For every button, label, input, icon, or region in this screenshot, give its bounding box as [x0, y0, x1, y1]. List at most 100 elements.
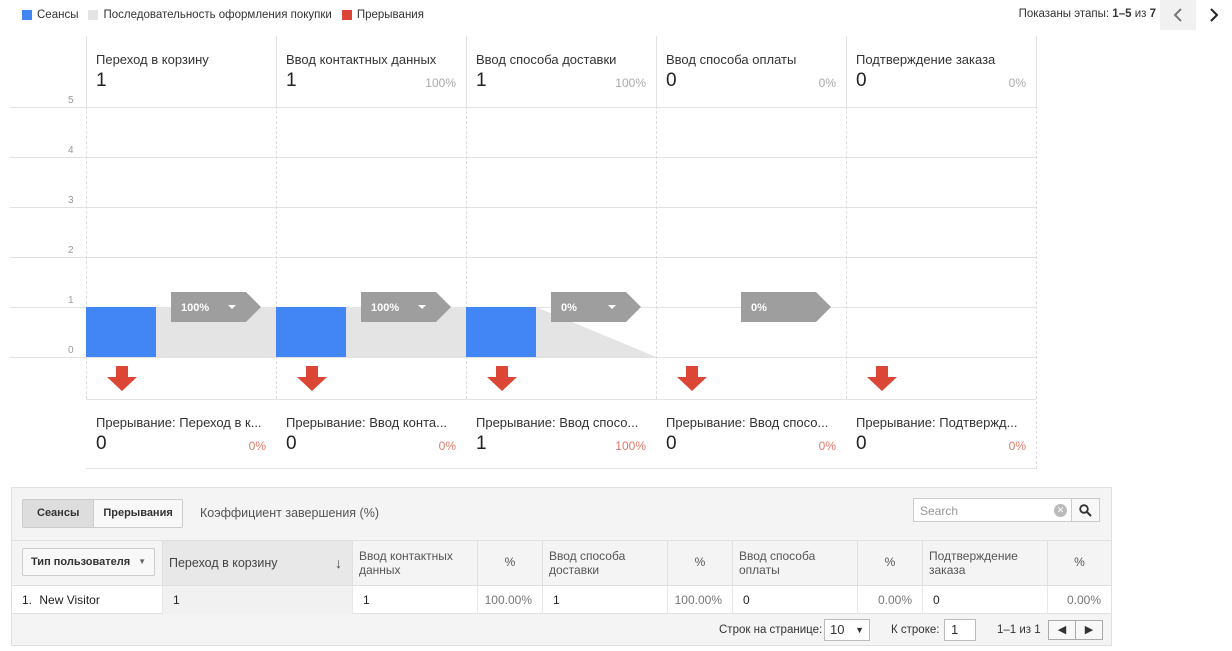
exit-value: 1	[476, 433, 487, 454]
legend-item-sessions: Сеансы	[22, 9, 78, 21]
goto-row-label: К строке:	[891, 624, 940, 636]
stage-value: 0	[856, 70, 867, 91]
legend-label-checkout-flow: Последовательность оформления покупки	[103, 9, 332, 21]
exit-box[interactable]: Прерывание: Переход в к... 0 0%	[86, 399, 276, 469]
exit-box[interactable]: Прерывание: Ввод конта... 0 0%	[276, 399, 466, 469]
exit-row-divider	[86, 468, 1036, 469]
gridline	[10, 357, 1036, 358]
stage-separator	[656, 36, 657, 469]
stages-shown-prefix: Показаны этапы:	[1018, 8, 1110, 20]
table-header: Тип пользователя ▼ Переход в корзину ↓ В…	[12, 540, 1111, 586]
goto-row-input[interactable]: 1	[944, 619, 976, 641]
search-input[interactable]: Search ✕	[913, 498, 1072, 522]
exit-percent: 0%	[438, 439, 456, 453]
stage-header[interactable]: Подтверждение заказа 0 0%	[846, 36, 1036, 107]
col-header-delivery[interactable]: Ввод способа доставки	[542, 541, 667, 586]
cell-confirm-pct: 0.00%	[1047, 586, 1111, 614]
exit-percent: 0%	[818, 439, 836, 453]
sort-desc-icon: ↓	[335, 555, 342, 571]
stage-name: Подтверждение заказа	[856, 52, 996, 67]
col-header-payment-label: Ввод способа оплаты	[739, 549, 816, 577]
sessions-bar[interactable]	[276, 307, 346, 357]
stage-header[interactable]: Ввод способа оплаты 0 0%	[656, 36, 846, 107]
stage-separator	[276, 36, 277, 469]
y-tick-label: 3	[68, 195, 74, 206]
col-header-payment[interactable]: Ввод способа оплаты	[732, 541, 857, 586]
chart-legend: Сеансы Последовательность оформления пок…	[22, 8, 434, 22]
stage-header[interactable]: Ввод способа доставки 1 100%	[466, 36, 656, 107]
conversion-percent: 0%	[751, 302, 767, 314]
metric-toggle: Сеансы Прерывания	[22, 499, 183, 528]
stage-header-separator	[466, 36, 467, 107]
clear-search-icon[interactable]: ✕	[1054, 504, 1067, 517]
gridline	[10, 207, 1036, 208]
col-header-delivery-label: Ввод способа доставки	[549, 549, 626, 577]
col-header-payment-pct[interactable]: %	[857, 541, 922, 586]
exit-box[interactable]: Прерывание: Подтвержд... 0 0%	[846, 399, 1036, 469]
y-tick-label: 0	[68, 345, 74, 356]
col-header-confirm-pct[interactable]: %	[1047, 541, 1111, 586]
next-stages-button[interactable]	[1196, 0, 1232, 30]
col-header-contact-pct[interactable]: %	[477, 541, 542, 586]
segment-sessions-button[interactable]: Сеансы	[23, 500, 95, 527]
prev-page-button[interactable]: ◀	[1048, 620, 1076, 640]
rows-per-page-select[interactable]: 10 ▼	[824, 619, 870, 641]
dimension-selector[interactable]: Тип пользователя ▼	[22, 548, 155, 576]
stage-header-separator	[276, 36, 277, 107]
exit-percent: 100%	[615, 439, 646, 453]
col-header-contact-label: Ввод контактных данных	[359, 549, 453, 577]
col-header-contact[interactable]: Ввод контактных данных	[352, 541, 477, 586]
completion-rate-link[interactable]: Коэффициент завершения (%)	[200, 506, 379, 520]
exit-value: 0	[286, 433, 297, 454]
stage-percent: 0%	[1008, 76, 1026, 90]
stage-header-separator	[86, 36, 87, 107]
exit-box[interactable]: Прерывание: Ввод спосо... 1 100%	[466, 399, 656, 469]
col-header-cart[interactable]: Переход в корзину ↓	[162, 541, 352, 586]
col-header-contact-pct-label: %	[504, 555, 516, 569]
exit-arrow-icon	[677, 366, 707, 391]
segment-exits-button[interactable]: Прерывания	[94, 500, 182, 527]
col-header-confirm[interactable]: Подтверждение заказа	[922, 541, 1047, 586]
stage-name: Ввод способа оплаты	[666, 52, 797, 67]
chevron-right-icon: ▶	[1084, 624, 1094, 636]
conversion-tag[interactable]: 0%	[741, 292, 831, 322]
sessions-bar[interactable]	[466, 307, 536, 357]
col-header-confirm-pct-label: %	[1074, 555, 1085, 569]
gridline	[10, 157, 1036, 158]
chevron-left-icon: ◀	[1057, 624, 1067, 636]
stage-header[interactable]: Ввод контактных данных 1 100%	[276, 36, 466, 107]
stages-shown-total: 7	[1149, 8, 1156, 20]
chevron-left-icon	[1173, 8, 1182, 22]
next-page-button[interactable]: ▶	[1075, 620, 1103, 640]
col-header-payment-pct-label: %	[884, 555, 896, 569]
stage-header-separator	[656, 36, 657, 107]
y-tick-label: 2	[68, 245, 74, 256]
dropdown-arrow-icon: ▼	[855, 625, 864, 635]
stage-separator	[1036, 36, 1037, 469]
row-dimension-link[interactable]: New Visitor	[39, 593, 100, 607]
col-header-delivery-pct-label: %	[694, 555, 706, 569]
prev-stages-button[interactable]	[1160, 0, 1196, 30]
col-header-delivery-pct[interactable]: %	[667, 541, 732, 586]
conversion-tag[interactable]: 0%	[551, 292, 641, 322]
stage-header[interactable]: Переход в корзину 1	[86, 36, 276, 107]
gridline	[10, 257, 1036, 258]
legend-label-exits: Прерывания	[356, 9, 424, 21]
cell-delivery-pct: 100.00%	[667, 586, 732, 614]
exit-box[interactable]: Прерывание: Ввод спосо... 0 0%	[656, 399, 846, 469]
stage-header-separator	[846, 36, 847, 107]
search-button[interactable]	[1072, 498, 1100, 522]
conversion-tag[interactable]: 100%	[361, 292, 451, 322]
exit-name: Прерывание: Ввод спосо...	[476, 415, 639, 430]
stage-value: 1	[96, 70, 107, 91]
search-placeholder: Search	[920, 504, 959, 518]
sessions-bar[interactable]	[86, 307, 156, 357]
row-dimension-cell: 1. New Visitor	[12, 586, 162, 614]
funnel-chart: 0 1 2 3 4 5 Переход в корзину 1 100% Прерывание: …	[10, 36, 1037, 469]
exit-name: Прерывание: Подтвержд...	[856, 415, 1018, 430]
header-divider	[10, 107, 1036, 108]
cell-contact: 1	[352, 586, 477, 614]
legend-item-checkout-flow: Последовательность оформления покупки	[88, 9, 332, 21]
conversion-tag[interactable]: 100%	[171, 292, 261, 322]
y-tick-label: 1	[68, 295, 74, 306]
